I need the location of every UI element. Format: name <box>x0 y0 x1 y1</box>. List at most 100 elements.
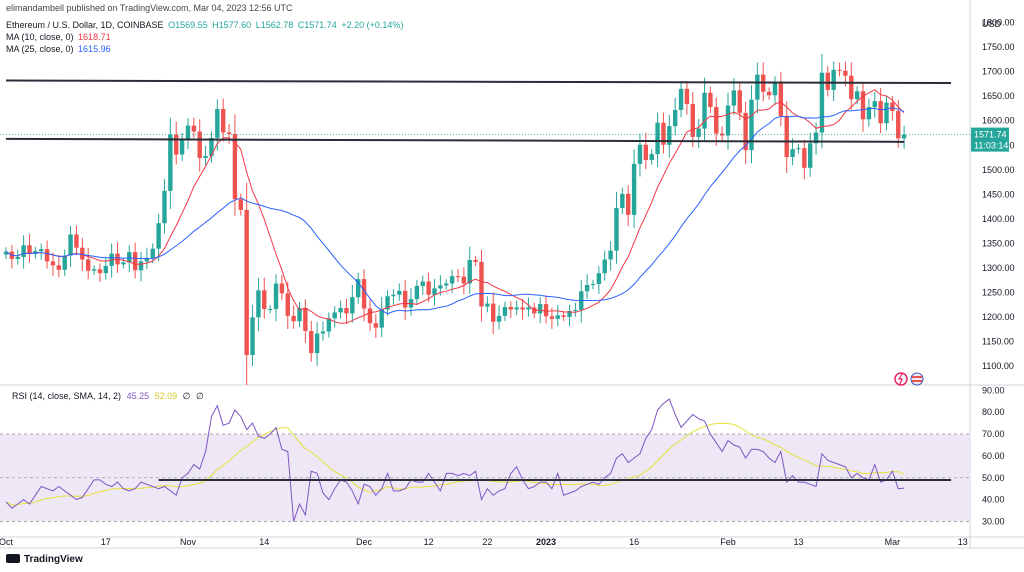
support-line <box>5 137 905 143</box>
ma10-value: 1618.71 <box>78 32 111 42</box>
candle-body <box>614 208 619 251</box>
ma25-legend[interactable]: MA (25, close, 0) 1615.96 <box>6 43 113 55</box>
candle-body <box>320 331 326 334</box>
candle-body <box>15 257 20 259</box>
candle-body <box>708 92 713 108</box>
candle-body <box>168 134 173 191</box>
candle-body <box>602 259 607 274</box>
candle-body <box>44 249 50 262</box>
rsi-legend[interactable]: RSI (14, close, SMA, 14, 2) 45.25 52.09 … <box>12 391 207 402</box>
candle-body <box>890 102 895 111</box>
candle-body <box>496 315 502 322</box>
candle-body <box>244 209 249 356</box>
candle-body <box>784 115 789 158</box>
candle-body <box>620 193 625 208</box>
candle-body <box>156 223 161 249</box>
candle-body <box>813 132 819 144</box>
candle-body <box>714 107 719 134</box>
price-tick-label: 1250.00 <box>982 287 1015 297</box>
time-tick-label: Mar <box>885 537 901 547</box>
candle-body <box>103 265 108 274</box>
candle-body <box>743 112 748 151</box>
candle-body <box>21 245 26 258</box>
brand-name: TradingView <box>24 554 83 565</box>
price-tick-label: 1400.00 <box>982 214 1015 224</box>
candle-body <box>138 261 144 271</box>
candle-body <box>725 105 731 136</box>
candle-body <box>62 255 67 270</box>
time-tick-label: 14 <box>259 537 269 547</box>
rsi-tick-label: 80.00 <box>982 407 1005 417</box>
candle-body <box>573 309 578 311</box>
price-tick-label: 1600.00 <box>982 116 1015 126</box>
candle-body <box>309 331 314 354</box>
candle-body <box>631 163 637 215</box>
candle-body <box>807 143 813 168</box>
candle-body <box>68 234 73 256</box>
candle-body <box>3 251 9 255</box>
candle-body <box>590 283 596 285</box>
candle-body <box>584 284 590 292</box>
candle-body <box>27 245 32 255</box>
time-tick-label: Nov <box>180 537 197 547</box>
flag-stripe <box>912 380 922 382</box>
candle-body <box>802 148 807 168</box>
candle-body <box>755 74 760 100</box>
tradingview-brand[interactable]: TradingView <box>6 554 83 565</box>
candle-body <box>203 156 208 158</box>
candle-body <box>561 315 566 317</box>
candle-body <box>491 303 496 322</box>
price-tick-label: 1200.00 <box>982 312 1015 322</box>
candle-body <box>526 307 531 310</box>
candle-body <box>191 125 197 132</box>
candle-body <box>655 122 660 155</box>
price-tick-label: 1700.00 <box>982 67 1015 77</box>
candle-body <box>50 261 56 266</box>
candle-body <box>479 261 484 307</box>
price-tick-label: 1800.00 <box>982 18 1015 28</box>
rsi-tick-label: 40.00 <box>982 495 1005 505</box>
candle-body <box>819 72 825 133</box>
candle-body <box>825 72 830 90</box>
candle-body <box>356 279 361 298</box>
candle-body <box>314 333 320 354</box>
open-value: O1569.55 <box>168 20 208 30</box>
rsi-empty-1: ∅ <box>182 391 191 401</box>
candle-body <box>684 88 690 105</box>
candle-body <box>678 88 684 110</box>
time-tick-label: 22 <box>482 537 492 547</box>
candle-body <box>179 138 185 155</box>
resistance-line <box>5 79 952 84</box>
candle-body <box>350 297 355 314</box>
candle-body <box>402 290 408 308</box>
price-tick-label: 1300.00 <box>982 263 1015 273</box>
low-value: L1562.78 <box>255 20 294 30</box>
candle-body <box>596 273 602 284</box>
candle-body <box>91 269 97 271</box>
candle-body <box>379 309 384 328</box>
ma10-label: MA (10, close, 0) <box>6 32 74 42</box>
candle-body <box>414 285 420 300</box>
time-tick-label: 16 <box>629 537 639 547</box>
candle-body <box>397 290 402 295</box>
candle-body <box>696 128 701 137</box>
candle-body <box>843 70 848 76</box>
candle-body <box>279 283 285 294</box>
candle-body <box>608 250 613 260</box>
time-tick-label: Oct <box>0 537 13 547</box>
tradingview-logo-icon <box>6 554 20 563</box>
candle-body <box>367 308 373 324</box>
candle-body <box>901 134 907 139</box>
rsi-tick-label: 60.00 <box>982 451 1005 461</box>
candle-body <box>426 281 431 295</box>
rsi-empty-2: ∅ <box>196 391 204 401</box>
candle-body <box>273 283 279 309</box>
rsi-value: 45.25 <box>126 391 150 401</box>
ma25-label: MA (25, close, 0) <box>6 44 74 54</box>
ma10-legend[interactable]: MA (10, close, 0) 1618.71 <box>6 31 113 43</box>
candle-body <box>702 92 707 129</box>
candle-body <box>256 290 261 318</box>
candle-body <box>643 144 649 160</box>
candle-body <box>127 252 132 263</box>
